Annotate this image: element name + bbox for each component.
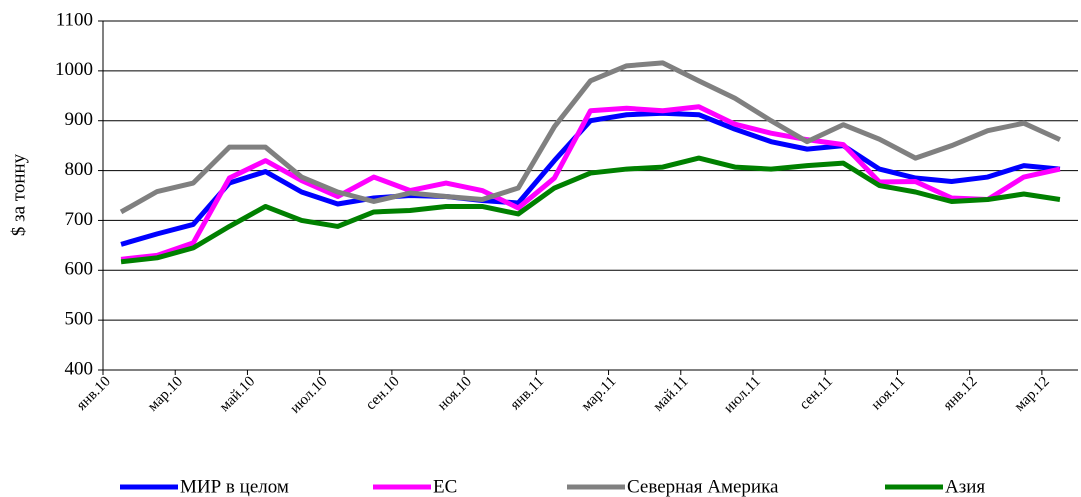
x-tick-label: июл.10 [287,374,330,417]
x-tick-label: ноя.11 [868,374,908,414]
x-tick-label: июл.11 [721,374,764,417]
legend-label: МИР в целом [180,476,289,497]
series-line [120,110,1061,247]
x-tick-label: май.10 [217,374,259,416]
x-tick-label: мар.11 [579,374,620,415]
legend-label: Северная Америка [627,476,779,497]
y-tick-label: 700 [65,209,94,230]
x-tick-label: мар.10 [145,374,186,415]
y-tick-label: 500 [65,309,94,330]
y-tick-label: 600 [65,259,94,280]
y-tick-label: 800 [65,159,94,180]
x-tick-label: янв.11 [507,374,547,414]
x-tick-label: сен.11 [797,374,836,413]
series-line [119,60,1061,215]
x-tick-label: янв.10 [74,374,114,414]
y-tick-label: 400 [65,358,94,379]
series-line [120,104,1061,262]
series-line [120,155,1061,265]
y-tick-label: 900 [65,109,94,130]
y-axis-label: $ за тонну [8,153,29,236]
x-tick-label: мар.12 [1011,374,1052,415]
x-tick-label: ноя.10 [435,374,475,414]
y-tick-label: 1000 [55,59,93,80]
x-tick-label: сен.10 [363,374,403,414]
x-tick-label: май.11 [650,374,691,415]
x-tick-label: янв.12 [940,374,980,414]
legend-label: ЕС [433,476,457,497]
y-tick-label: 1100 [56,9,93,30]
legend-label: Азия [945,476,985,497]
